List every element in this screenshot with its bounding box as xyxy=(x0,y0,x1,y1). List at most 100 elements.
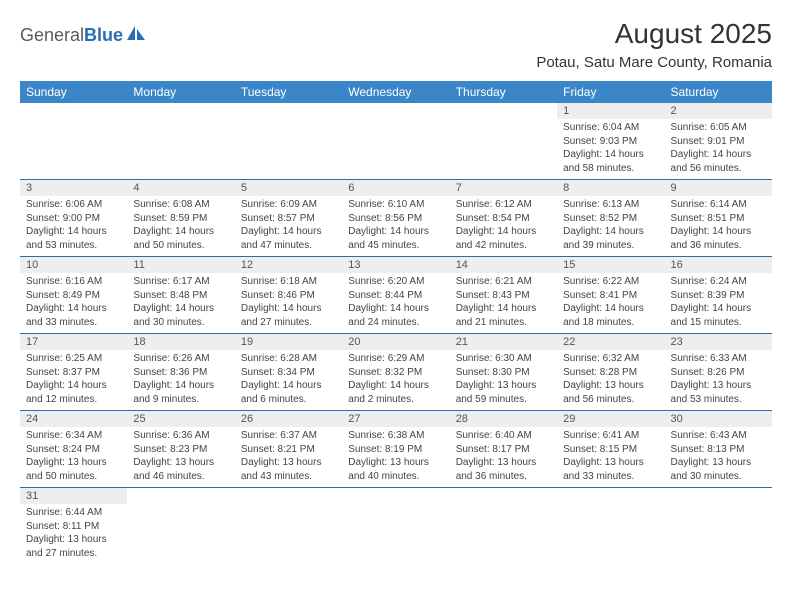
sunrise-text: Sunrise: 6:28 AM xyxy=(241,352,336,366)
page-header: GeneralBlue August 2025 Potau, Satu Mare… xyxy=(20,18,772,71)
calendar-cell: 7Sunrise: 6:12 AMSunset: 8:54 PMDaylight… xyxy=(450,180,557,257)
sunrise-text: Sunrise: 6:17 AM xyxy=(133,275,228,289)
day-body: Sunrise: 6:24 AMSunset: 8:39 PMDaylight:… xyxy=(665,273,772,333)
day-number: 14 xyxy=(450,257,557,273)
day-body: Sunrise: 6:41 AMSunset: 8:15 PMDaylight:… xyxy=(557,427,664,487)
calendar-cell: 13Sunrise: 6:20 AMSunset: 8:44 PMDayligh… xyxy=(342,257,449,334)
daylight-text: Daylight: 14 hours and 30 minutes. xyxy=(133,302,228,329)
sunset-text: Sunset: 8:21 PM xyxy=(241,443,336,457)
calendar-cell: 27Sunrise: 6:38 AMSunset: 8:19 PMDayligh… xyxy=(342,411,449,488)
daylight-text: Daylight: 14 hours and 24 minutes. xyxy=(348,302,443,329)
daylight-text: Daylight: 14 hours and 58 minutes. xyxy=(563,148,658,175)
weekday-header: Sunday xyxy=(20,81,127,103)
brand-name-2: Blue xyxy=(84,25,123,46)
sunrise-text: Sunrise: 6:24 AM xyxy=(671,275,766,289)
daylight-text: Daylight: 14 hours and 47 minutes. xyxy=(241,225,336,252)
sunrise-text: Sunrise: 6:22 AM xyxy=(563,275,658,289)
calendar-cell xyxy=(450,103,557,180)
day-number: 29 xyxy=(557,411,664,427)
day-number: 3 xyxy=(20,180,127,196)
day-number: 4 xyxy=(127,180,234,196)
daylight-text: Daylight: 14 hours and 50 minutes. xyxy=(133,225,228,252)
day-number: 20 xyxy=(342,334,449,350)
daylight-text: Daylight: 14 hours and 9 minutes. xyxy=(133,379,228,406)
sunset-text: Sunset: 8:41 PM xyxy=(563,289,658,303)
sunset-text: Sunset: 8:46 PM xyxy=(241,289,336,303)
sunset-text: Sunset: 8:57 PM xyxy=(241,212,336,226)
weekday-header: Thursday xyxy=(450,81,557,103)
day-number: 31 xyxy=(20,488,127,504)
calendar-cell: 24Sunrise: 6:34 AMSunset: 8:24 PMDayligh… xyxy=(20,411,127,488)
sunrise-text: Sunrise: 6:41 AM xyxy=(563,429,658,443)
calendar-cell: 14Sunrise: 6:21 AMSunset: 8:43 PMDayligh… xyxy=(450,257,557,334)
day-number: 13 xyxy=(342,257,449,273)
daylight-text: Daylight: 14 hours and 39 minutes. xyxy=(563,225,658,252)
daylight-text: Daylight: 13 hours and 46 minutes. xyxy=(133,456,228,483)
sunset-text: Sunset: 8:28 PM xyxy=(563,366,658,380)
calendar-cell xyxy=(127,103,234,180)
calendar-week: 17Sunrise: 6:25 AMSunset: 8:37 PMDayligh… xyxy=(20,334,772,411)
calendar-week: 3Sunrise: 6:06 AMSunset: 9:00 PMDaylight… xyxy=(20,180,772,257)
daylight-text: Daylight: 14 hours and 21 minutes. xyxy=(456,302,551,329)
day-body: Sunrise: 6:06 AMSunset: 9:00 PMDaylight:… xyxy=(20,196,127,256)
calendar-cell: 6Sunrise: 6:10 AMSunset: 8:56 PMDaylight… xyxy=(342,180,449,257)
sunset-text: Sunset: 8:13 PM xyxy=(671,443,766,457)
sunset-text: Sunset: 8:59 PM xyxy=(133,212,228,226)
daylight-text: Daylight: 14 hours and 2 minutes. xyxy=(348,379,443,406)
calendar-week: 31Sunrise: 6:44 AMSunset: 8:11 PMDayligh… xyxy=(20,488,772,565)
sail-icon xyxy=(125,24,147,47)
calendar-cell: 4Sunrise: 6:08 AMSunset: 8:59 PMDaylight… xyxy=(127,180,234,257)
daylight-text: Daylight: 13 hours and 27 minutes. xyxy=(26,533,121,560)
daylight-text: Daylight: 13 hours and 43 minutes. xyxy=(241,456,336,483)
daylight-text: Daylight: 14 hours and 33 minutes. xyxy=(26,302,121,329)
calendar-cell: 2Sunrise: 6:05 AMSunset: 9:01 PMDaylight… xyxy=(665,103,772,180)
day-body: Sunrise: 6:25 AMSunset: 8:37 PMDaylight:… xyxy=(20,350,127,410)
calendar-week: 10Sunrise: 6:16 AMSunset: 8:49 PMDayligh… xyxy=(20,257,772,334)
day-number: 7 xyxy=(450,180,557,196)
day-number: 30 xyxy=(665,411,772,427)
daylight-text: Daylight: 14 hours and 42 minutes. xyxy=(456,225,551,252)
calendar-cell: 1Sunrise: 6:04 AMSunset: 9:03 PMDaylight… xyxy=(557,103,664,180)
calendar-cell: 21Sunrise: 6:30 AMSunset: 8:30 PMDayligh… xyxy=(450,334,557,411)
calendar-body: 1Sunrise: 6:04 AMSunset: 9:03 PMDaylight… xyxy=(20,103,772,564)
sunset-text: Sunset: 8:52 PM xyxy=(563,212,658,226)
day-number: 22 xyxy=(557,334,664,350)
calendar-cell xyxy=(557,488,664,565)
day-body: Sunrise: 6:12 AMSunset: 8:54 PMDaylight:… xyxy=(450,196,557,256)
calendar-cell xyxy=(342,488,449,565)
calendar-cell: 28Sunrise: 6:40 AMSunset: 8:17 PMDayligh… xyxy=(450,411,557,488)
daylight-text: Daylight: 14 hours and 53 minutes. xyxy=(26,225,121,252)
day-body: Sunrise: 6:04 AMSunset: 9:03 PMDaylight:… xyxy=(557,119,664,179)
weekday-header: Wednesday xyxy=(342,81,449,103)
day-body: Sunrise: 6:28 AMSunset: 8:34 PMDaylight:… xyxy=(235,350,342,410)
day-body: Sunrise: 6:34 AMSunset: 8:24 PMDaylight:… xyxy=(20,427,127,487)
calendar-cell: 3Sunrise: 6:06 AMSunset: 9:00 PMDaylight… xyxy=(20,180,127,257)
day-number: 23 xyxy=(665,334,772,350)
month-title: August 2025 xyxy=(536,18,772,50)
sunrise-text: Sunrise: 6:33 AM xyxy=(671,352,766,366)
calendar-cell: 31Sunrise: 6:44 AMSunset: 8:11 PMDayligh… xyxy=(20,488,127,565)
day-body: Sunrise: 6:40 AMSunset: 8:17 PMDaylight:… xyxy=(450,427,557,487)
sunset-text: Sunset: 8:32 PM xyxy=(348,366,443,380)
calendar-cell: 23Sunrise: 6:33 AMSunset: 8:26 PMDayligh… xyxy=(665,334,772,411)
day-body: Sunrise: 6:43 AMSunset: 8:13 PMDaylight:… xyxy=(665,427,772,487)
day-number: 11 xyxy=(127,257,234,273)
day-body: Sunrise: 6:09 AMSunset: 8:57 PMDaylight:… xyxy=(235,196,342,256)
sunrise-text: Sunrise: 6:10 AM xyxy=(348,198,443,212)
sunset-text: Sunset: 8:39 PM xyxy=(671,289,766,303)
sunset-text: Sunset: 8:30 PM xyxy=(456,366,551,380)
calendar-table: SundayMondayTuesdayWednesdayThursdayFrid… xyxy=(20,81,772,564)
sunset-text: Sunset: 8:17 PM xyxy=(456,443,551,457)
sunset-text: Sunset: 8:48 PM xyxy=(133,289,228,303)
sunrise-text: Sunrise: 6:06 AM xyxy=(26,198,121,212)
day-number: 19 xyxy=(235,334,342,350)
calendar-cell: 16Sunrise: 6:24 AMSunset: 8:39 PMDayligh… xyxy=(665,257,772,334)
sunrise-text: Sunrise: 6:20 AM xyxy=(348,275,443,289)
day-number: 12 xyxy=(235,257,342,273)
day-body: Sunrise: 6:36 AMSunset: 8:23 PMDaylight:… xyxy=(127,427,234,487)
day-body: Sunrise: 6:14 AMSunset: 8:51 PMDaylight:… xyxy=(665,196,772,256)
sunrise-text: Sunrise: 6:18 AM xyxy=(241,275,336,289)
calendar-cell: 26Sunrise: 6:37 AMSunset: 8:21 PMDayligh… xyxy=(235,411,342,488)
calendar-week: 1Sunrise: 6:04 AMSunset: 9:03 PMDaylight… xyxy=(20,103,772,180)
sunrise-text: Sunrise: 6:25 AM xyxy=(26,352,121,366)
